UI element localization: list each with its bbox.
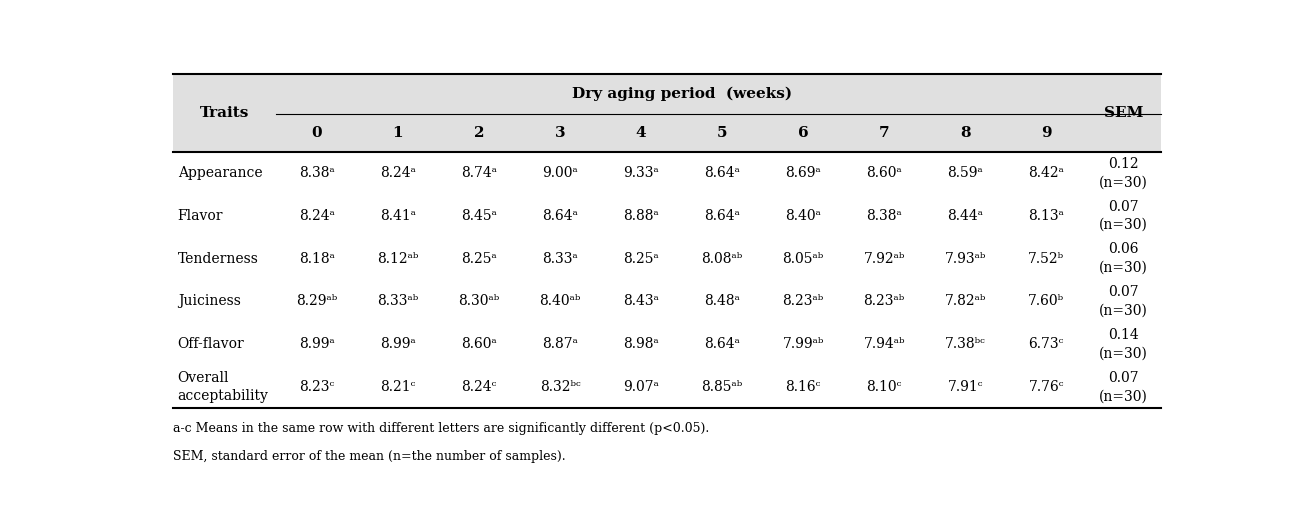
Text: 8.43ᵃ: 8.43ᵃ xyxy=(623,294,660,309)
Text: 7.91ᶜ: 7.91ᶜ xyxy=(947,380,984,394)
Text: SEM, standard error of the mean (n=the number of samples).: SEM, standard error of the mean (n=the n… xyxy=(173,450,566,463)
Text: 8.13ᵃ: 8.13ᵃ xyxy=(1028,209,1064,223)
Text: 9.07ᵃ: 9.07ᵃ xyxy=(623,380,660,394)
Text: 7.82ᵃᵇ: 7.82ᵃᵇ xyxy=(945,294,986,309)
Text: 8.88ᵃ: 8.88ᵃ xyxy=(623,209,658,223)
Text: 0.07
(n=30): 0.07 (n=30) xyxy=(1099,285,1149,317)
Text: 8.85ᵃᵇ: 8.85ᵃᵇ xyxy=(701,380,743,394)
Text: 8.99ᵃ: 8.99ᵃ xyxy=(299,337,334,351)
Text: 4: 4 xyxy=(636,126,647,140)
Text: 8.60ᵃ: 8.60ᵃ xyxy=(866,166,902,180)
Text: 8.25ᵃ: 8.25ᵃ xyxy=(623,252,658,266)
Text: 7: 7 xyxy=(879,126,890,140)
Text: 8.98ᵃ: 8.98ᵃ xyxy=(623,337,658,351)
Text: 8.24ᵃ: 8.24ᵃ xyxy=(380,166,416,180)
Text: 0.12
(n=30): 0.12 (n=30) xyxy=(1099,157,1149,189)
Text: 8.64ᵃ: 8.64ᵃ xyxy=(704,337,740,351)
Text: 8.33ᵃᵇ: 8.33ᵃᵇ xyxy=(377,294,419,309)
Text: 7.60ᵇ: 7.60ᵇ xyxy=(1028,294,1064,309)
Text: 8.45ᵃ: 8.45ᵃ xyxy=(461,209,497,223)
Text: Juiciness: Juiciness xyxy=(178,294,241,309)
Text: 2: 2 xyxy=(474,126,484,140)
Text: 8.41ᵃ: 8.41ᵃ xyxy=(380,209,416,223)
Text: 8.59ᵃ: 8.59ᵃ xyxy=(947,166,984,180)
Text: 8.23ᶜ: 8.23ᶜ xyxy=(299,380,334,394)
Text: 8.40ᵃᵇ: 8.40ᵃᵇ xyxy=(540,294,580,309)
Text: 8.64ᵃ: 8.64ᵃ xyxy=(543,209,578,223)
Text: 8.10ᶜ: 8.10ᶜ xyxy=(866,380,902,394)
Text: 8.74ᵃ: 8.74ᵃ xyxy=(461,166,497,180)
Text: Appearance: Appearance xyxy=(178,166,263,180)
Text: 7.38ᵇᶜ: 7.38ᵇᶜ xyxy=(945,337,986,351)
Text: 0.07
(n=30): 0.07 (n=30) xyxy=(1099,371,1149,403)
Text: 8.64ᵃ: 8.64ᵃ xyxy=(704,209,740,223)
Text: 8.30ᵃᵇ: 8.30ᵃᵇ xyxy=(458,294,500,309)
Text: SEM: SEM xyxy=(1105,106,1144,120)
Text: 9.33ᵃ: 9.33ᵃ xyxy=(623,166,658,180)
Text: 8.29ᵃᵇ: 8.29ᵃᵇ xyxy=(297,294,337,309)
Text: 8.64ᵃ: 8.64ᵃ xyxy=(704,166,740,180)
Text: 7.99ᵃᵇ: 7.99ᵃᵇ xyxy=(782,337,824,351)
Text: 0: 0 xyxy=(312,126,323,140)
Text: 0.07
(n=30): 0.07 (n=30) xyxy=(1099,200,1149,232)
Text: 8.25ᵃ: 8.25ᵃ xyxy=(461,252,497,266)
Text: 6: 6 xyxy=(798,126,808,140)
Text: 8.23ᵃᵇ: 8.23ᵃᵇ xyxy=(782,294,824,309)
Text: Flavor: Flavor xyxy=(178,209,224,223)
Text: 8.48ᵃ: 8.48ᵃ xyxy=(704,294,740,309)
Text: 8.87ᵃ: 8.87ᵃ xyxy=(543,337,578,351)
Text: 7.76ᶜ: 7.76ᶜ xyxy=(1029,380,1064,394)
Text: 8.24ᵃ: 8.24ᵃ xyxy=(299,209,334,223)
Text: 8.32ᵇᶜ: 8.32ᵇᶜ xyxy=(540,380,580,394)
Text: 3: 3 xyxy=(554,126,566,140)
Text: 8.18ᵃ: 8.18ᵃ xyxy=(299,252,334,266)
Text: 7.92ᵃᵇ: 7.92ᵃᵇ xyxy=(864,252,904,266)
Text: 8.33ᵃ: 8.33ᵃ xyxy=(543,252,578,266)
Text: Tenderness: Tenderness xyxy=(178,252,259,266)
Text: 1: 1 xyxy=(393,126,403,140)
Text: 8.44ᵃ: 8.44ᵃ xyxy=(947,209,984,223)
Text: 9.00ᵃ: 9.00ᵃ xyxy=(543,166,578,180)
Text: 8.16ᶜ: 8.16ᶜ xyxy=(786,380,821,394)
Text: Off-flavor: Off-flavor xyxy=(178,337,245,351)
Text: 0.06
(n=30): 0.06 (n=30) xyxy=(1099,242,1149,275)
Text: 8.08ᵃᵇ: 8.08ᵃᵇ xyxy=(701,252,743,266)
Text: 0.14
(n=30): 0.14 (n=30) xyxy=(1099,328,1149,360)
Text: Dry aging period  (weeks): Dry aging period (weeks) xyxy=(571,87,791,101)
Text: Overall
acceptability: Overall acceptability xyxy=(178,371,268,403)
Text: a-c Means in the same row with different letters are significantly different (p<: a-c Means in the same row with different… xyxy=(173,422,709,435)
Text: 9: 9 xyxy=(1041,126,1051,140)
Text: 7.94ᵃᵇ: 7.94ᵃᵇ xyxy=(864,337,905,351)
Text: 5: 5 xyxy=(717,126,727,140)
Text: 8.69ᵃ: 8.69ᵃ xyxy=(786,166,821,180)
Text: 8.38ᵃ: 8.38ᵃ xyxy=(866,209,902,223)
Text: 6.73ᶜ: 6.73ᶜ xyxy=(1029,337,1064,351)
Text: 8.60ᵃ: 8.60ᵃ xyxy=(461,337,497,351)
FancyBboxPatch shape xyxy=(173,74,1160,151)
Text: 8.99ᵃ: 8.99ᵃ xyxy=(380,337,416,351)
Text: 8.38ᵃ: 8.38ᵃ xyxy=(299,166,334,180)
Text: 8.42ᵃ: 8.42ᵃ xyxy=(1028,166,1064,180)
Text: 8.40ᵃ: 8.40ᵃ xyxy=(786,209,821,223)
Text: 8.05ᵃᵇ: 8.05ᵃᵇ xyxy=(782,252,824,266)
Text: 7.93ᵃᵇ: 7.93ᵃᵇ xyxy=(945,252,986,266)
Text: 8.23ᵃᵇ: 8.23ᵃᵇ xyxy=(864,294,904,309)
Text: 8.12ᵃᵇ: 8.12ᵃᵇ xyxy=(377,252,419,266)
Text: 8.21ᶜ: 8.21ᶜ xyxy=(380,380,416,394)
Text: 7.52ᵇ: 7.52ᵇ xyxy=(1028,252,1064,266)
Text: Traits: Traits xyxy=(200,106,250,120)
Text: 8.24ᶜ: 8.24ᶜ xyxy=(462,380,497,394)
Text: 8: 8 xyxy=(960,126,971,140)
